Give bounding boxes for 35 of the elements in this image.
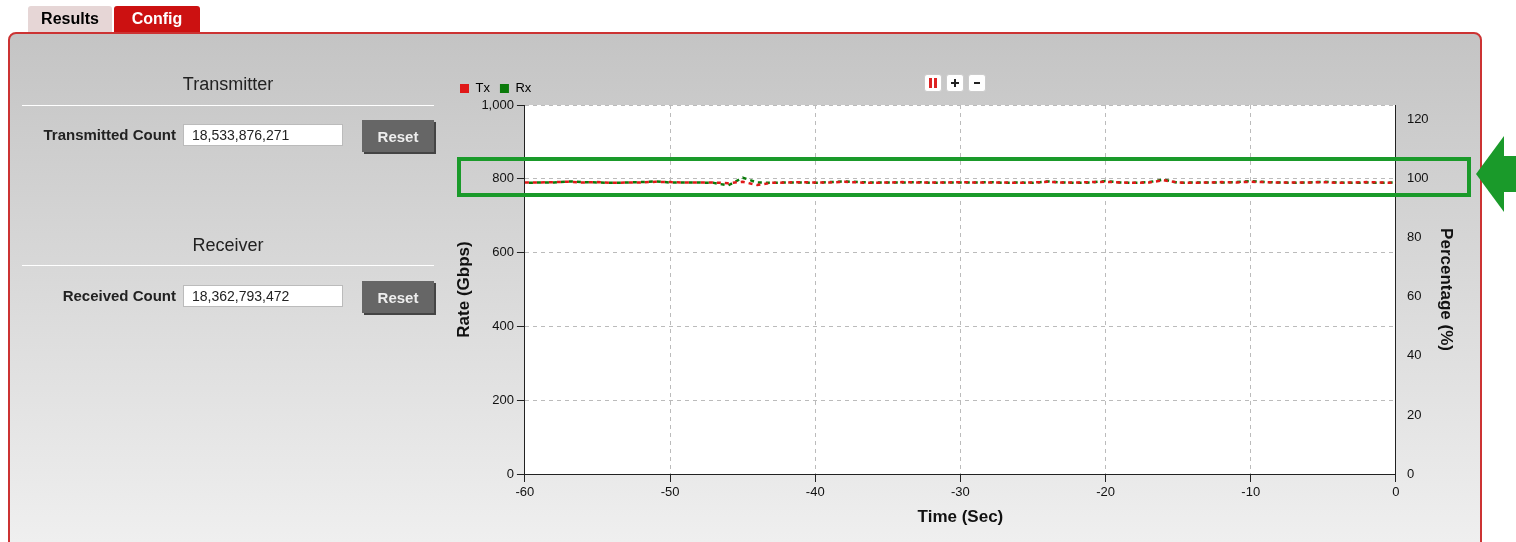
- x-axis-title: Time (Sec): [917, 507, 1004, 527]
- y-tick-label: 200: [492, 391, 514, 407]
- y-axis-title: Rate (Gbps): [453, 241, 473, 338]
- x-tick-label: -40: [805, 484, 825, 500]
- text: 18,362,793,472: [183, 285, 343, 307]
- text: 18,533,876,271: [183, 124, 343, 146]
- y2-tick-label: 60: [1406, 288, 1422, 304]
- y2-axis-title: Percentage (%): [1437, 228, 1457, 351]
- y2-tick-label: 80: [1406, 229, 1422, 245]
- x-tick-label: -60: [515, 484, 535, 500]
- x-tick-label: 0: [1392, 484, 1400, 500]
- x-tick-label: -10: [1241, 484, 1261, 500]
- legend-label: Rx: [515, 80, 532, 96]
- text: Results: [28, 6, 112, 32]
- text: Receiver: [191, 235, 265, 256]
- y2-tick-label: 0: [1406, 465, 1415, 481]
- y-tick-label: 600: [492, 244, 514, 260]
- y2-tick-label: 40: [1406, 347, 1422, 363]
- y2-tick-label: 20: [1406, 406, 1422, 422]
- x-tick-label: -30: [951, 484, 970, 500]
- text: Transmitted Count: [42, 126, 176, 143]
- x-tick-label: -50: [660, 484, 680, 500]
- text: Config: [114, 6, 200, 32]
- text: Reset: [362, 120, 434, 152]
- y2-tick-label: 120: [1406, 111, 1429, 127]
- y-tick-label: 800: [492, 170, 514, 186]
- x-tick-label: -20: [1096, 484, 1115, 500]
- y-tick-label: 400: [492, 317, 514, 333]
- text: Received Count: [61, 287, 176, 304]
- y-tick-label: 0: [506, 465, 514, 481]
- legend-label: Tx: [475, 80, 491, 96]
- y-tick-label: 1,000: [481, 96, 514, 112]
- text: Reset: [362, 281, 434, 313]
- text: Transmitter: [181, 74, 275, 95]
- y2-tick-label: 100: [1406, 170, 1429, 186]
